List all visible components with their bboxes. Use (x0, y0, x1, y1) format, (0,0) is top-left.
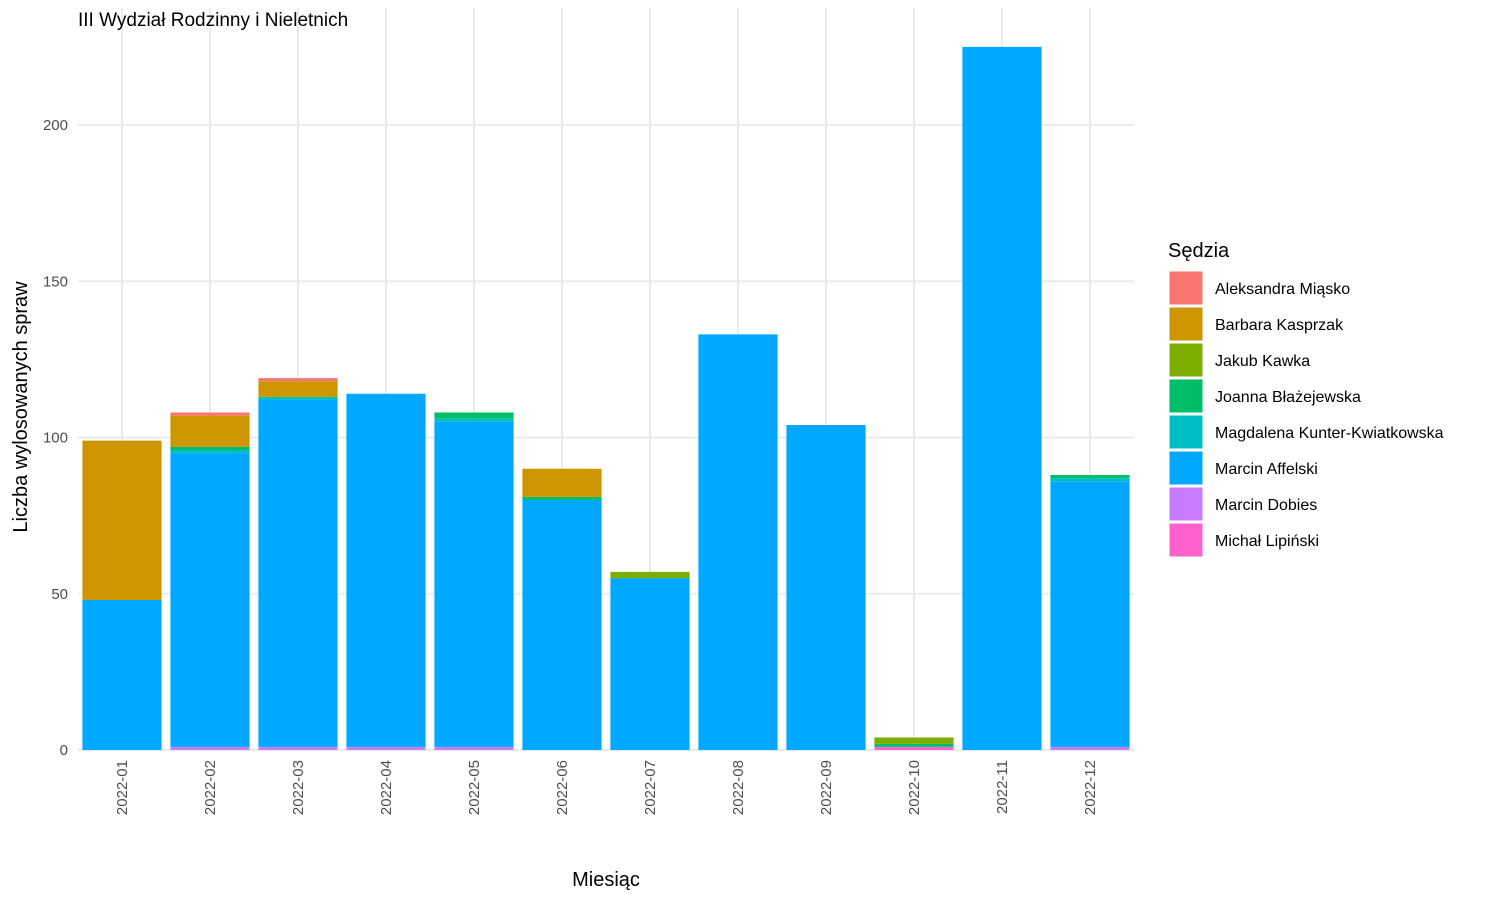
bar-segment (522, 468, 602, 497)
y-tick-label: 0 (60, 742, 68, 759)
y-axis-ticks: 0 50 100 150 200 (43, 117, 68, 759)
legend-items: Aleksandra Miąsko Barbara Kasprzak Jakub K… (1168, 270, 1444, 558)
bar-segment (1050, 746, 1130, 750)
legend-swatch (1168, 378, 1204, 414)
bar-segment (170, 453, 250, 747)
bar-segment (170, 412, 250, 416)
x-tick-label: 2022-12 (1082, 760, 1099, 815)
bars (82, 46, 1130, 750)
legend-swatch (1168, 450, 1204, 486)
bar-segment (170, 446, 250, 450)
bar-segment (258, 378, 338, 382)
bar-segment (434, 746, 514, 750)
legend-label: Magdalena Kunter-Kwiatkowska (1215, 425, 1444, 442)
x-tick-label: 2022-06 (554, 760, 571, 815)
legend-swatch (1168, 522, 1204, 558)
bar-segment (610, 578, 690, 750)
bar-segment (962, 46, 1042, 750)
legend-label: Aleksandra Miąsko (1215, 281, 1350, 298)
x-tick-label: 2022-10 (906, 760, 923, 815)
bar-segment (786, 425, 866, 750)
y-tick-label: 200 (43, 117, 68, 134)
bar-segment (522, 496, 602, 500)
bar-segment (346, 393, 426, 747)
x-tick-label: 2022-11 (994, 760, 1011, 814)
x-tick-label: 2022-09 (818, 760, 835, 815)
bar-segment (610, 571, 690, 579)
bar-segment (170, 450, 250, 454)
legend-swatch (1168, 306, 1204, 342)
bar-segment (874, 746, 954, 750)
y-tick-label: 100 (43, 430, 68, 447)
x-tick-label: 2022-05 (466, 760, 483, 815)
legend-swatch (1168, 414, 1204, 450)
bar-segment (434, 412, 514, 419)
legend-swatch (1168, 270, 1204, 306)
legend-label: Joanna Błażejewska (1215, 389, 1361, 406)
bar-segment (170, 746, 250, 750)
chart-title: III Wydział Rodzinny i Nieletnich (78, 10, 348, 31)
bar-segment (698, 334, 778, 750)
legend-swatch (1168, 342, 1204, 378)
bar-segment (874, 737, 954, 744)
bar-segment (522, 500, 602, 750)
legend-label: Marcin Dobies (1215, 497, 1317, 514)
legend-label: Marcin Affelski (1215, 461, 1318, 478)
bar-segment (874, 743, 954, 747)
bar-segment (82, 600, 162, 750)
x-tick-label: 2022-08 (730, 760, 747, 815)
bar-segment (434, 421, 514, 747)
y-tick-label: 150 (43, 273, 68, 290)
bar-segment (170, 415, 250, 447)
bar-segment (258, 396, 338, 400)
bar-segment (346, 746, 426, 750)
bar-segment (1050, 481, 1130, 747)
legend-label: Jakub Kawka (1215, 353, 1310, 370)
bar-segment (82, 440, 162, 600)
bar-segment (258, 381, 338, 397)
x-tick-label: 2022-02 (202, 760, 219, 815)
x-axis-ticks: 2022-01 2022-02 2022-03 2022-04 2022-05 2022-… (114, 760, 1099, 815)
x-tick-label: 2022-04 (378, 760, 395, 815)
bar-segment (258, 400, 338, 747)
x-tick-label: 2022-07 (642, 760, 659, 815)
y-axis-title: Liczba wylosowanych spraw (10, 281, 32, 533)
legend-label: Barbara Kasprzak (1215, 317, 1344, 334)
legend-label: Michał Lipiński (1215, 533, 1319, 550)
bar-segment (258, 746, 338, 750)
x-tick-label: 2022-01 (114, 760, 131, 815)
legend-title: Sędzia (1168, 240, 1230, 262)
x-axis-title: Miesiąc (572, 869, 640, 891)
legend: Sędzia Aleksandra Miąsko Barbara Kasprzak… (1168, 240, 1444, 558)
bar-segment (1050, 475, 1130, 479)
bar-segment (1050, 478, 1130, 482)
y-tick-label: 50 (51, 586, 68, 603)
bar-segment (434, 418, 514, 422)
legend-swatch (1168, 486, 1204, 522)
x-tick-label: 2022-03 (290, 760, 307, 815)
